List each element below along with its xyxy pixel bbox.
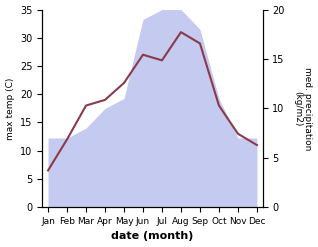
X-axis label: date (month): date (month)	[111, 231, 194, 242]
Y-axis label: med. precipitation
(kg/m2): med. precipitation (kg/m2)	[293, 67, 313, 150]
Y-axis label: max temp (C): max temp (C)	[5, 77, 15, 140]
